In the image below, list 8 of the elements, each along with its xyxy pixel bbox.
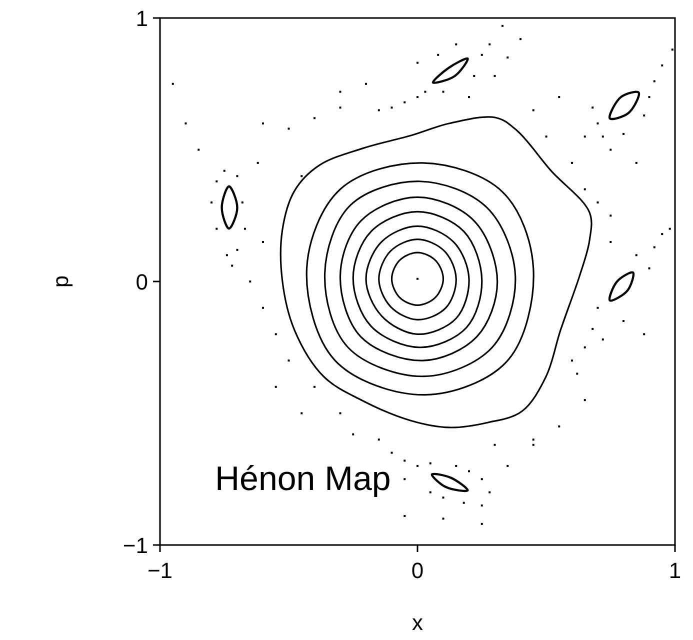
y-tick-label: 1 — [136, 6, 148, 31]
y-axis-title: p — [48, 275, 73, 288]
text: Hénon Map — [215, 460, 391, 498]
x-tick-label: 1 — [668, 558, 682, 583]
y-tick-label: 0 — [136, 270, 148, 294]
x-axis-title: x — [412, 610, 423, 635]
y-tick-label: −1 — [122, 533, 148, 558]
x-tick-label: 0 — [411, 558, 424, 583]
